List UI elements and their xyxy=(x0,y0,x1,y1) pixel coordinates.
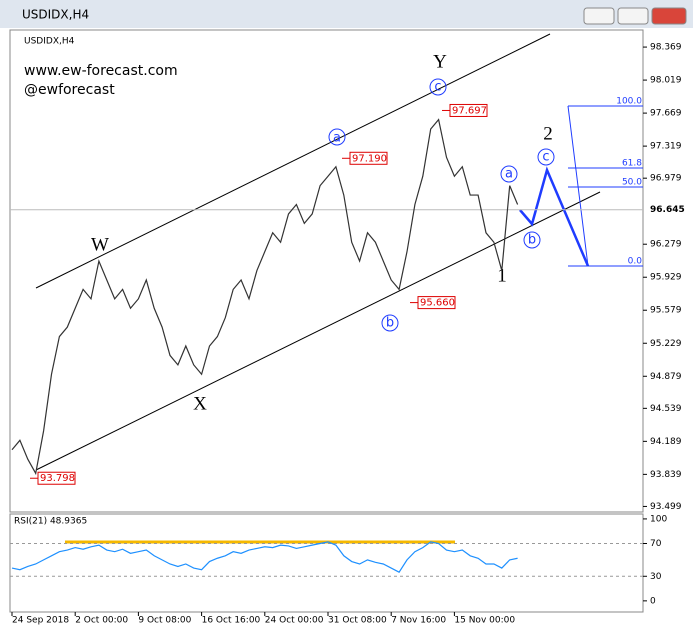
chart-title: USDIDX,H4 xyxy=(24,37,75,47)
y-tick-label: 100 xyxy=(650,514,667,524)
y-tick-label: 95.229 xyxy=(650,339,682,349)
y-tick-label: 30 xyxy=(650,572,662,582)
wave-label: W xyxy=(91,234,109,255)
x-tick-label: 16 Oct 16:00 xyxy=(202,616,261,626)
y-tick-label: 95.579 xyxy=(650,306,682,316)
y-tick-label: 94.539 xyxy=(650,404,682,414)
y-tick-label: 70 xyxy=(650,539,662,549)
x-tick-label: 9 Oct 08:00 xyxy=(138,616,191,626)
wave-circle xyxy=(500,165,518,183)
y-tick-label: 95.929 xyxy=(650,273,682,283)
y-tick-label: 94.879 xyxy=(650,372,682,382)
current-price-label: 96.645 xyxy=(650,205,685,215)
price-tag-box xyxy=(37,471,76,485)
price-tag-box xyxy=(449,103,488,117)
y-tick-label: 93.499 xyxy=(650,502,682,512)
price-line xyxy=(11,118,519,476)
circled-label: a xyxy=(505,167,513,182)
wave-label: Y xyxy=(433,51,447,72)
price-tag-box xyxy=(349,151,388,165)
price-tag: 97.697 xyxy=(452,105,487,116)
wave-circle xyxy=(523,231,541,249)
y-tick-label: 94.189 xyxy=(650,437,682,447)
fib-label: 61.8 xyxy=(622,159,642,169)
circled-label: a xyxy=(333,131,341,146)
annotation: @ewforecast xyxy=(24,82,115,98)
wave-circle xyxy=(537,148,555,166)
wave-circle xyxy=(429,78,447,96)
price-tag: 93.798 xyxy=(40,473,75,484)
y-tick-label: 96.279 xyxy=(650,240,682,250)
y-tick-label: 98.369 xyxy=(650,43,682,53)
circled-label: b xyxy=(386,316,394,331)
price-panel xyxy=(9,29,644,513)
price-tag: 97.190 xyxy=(352,153,387,164)
wave-label: 1 xyxy=(497,265,507,286)
fib-label: 100.0 xyxy=(616,97,642,107)
x-tick-label: 31 Oct 08:00 xyxy=(328,616,387,626)
y-tick-label: 93.839 xyxy=(650,470,682,480)
rsi-panel xyxy=(9,513,644,613)
x-tick-label: 24 Sep 2018 xyxy=(12,616,69,626)
y-tick-label: 97.669 xyxy=(650,109,682,119)
title-bar xyxy=(0,0,693,28)
x-tick-label: 7 Nov 16:00 xyxy=(391,616,446,626)
minimize-button[interactable] xyxy=(583,7,615,25)
channel-line xyxy=(35,191,601,471)
fib-label: 0.0 xyxy=(628,257,643,267)
wave-circle xyxy=(381,314,399,332)
x-tick-label: 2 Oct 00:00 xyxy=(75,616,128,626)
maximize-button[interactable] xyxy=(617,7,649,25)
x-tick-label: 24 Oct 00:00 xyxy=(265,616,324,626)
y-tick-label: 96.979 xyxy=(650,174,682,184)
current-price-box xyxy=(644,202,692,217)
circled-label: b xyxy=(528,233,536,248)
circled-label: c xyxy=(434,80,441,95)
projection xyxy=(519,166,590,267)
fib-trend xyxy=(567,105,589,267)
fib-label: 50.0 xyxy=(622,178,642,188)
close-button[interactable] xyxy=(651,7,687,25)
channel-line xyxy=(35,33,551,289)
y-tick-label: 97.319 xyxy=(650,142,682,152)
rsi-title: RSI(21) 48.9365 xyxy=(14,517,87,527)
window-title: USDIDX,H4 xyxy=(22,8,89,22)
wave-label: X xyxy=(193,393,207,414)
circled-label: c xyxy=(542,150,549,165)
y-tick-label: 98.019 xyxy=(650,76,682,86)
annotation: www.ew-forecast.com xyxy=(24,63,178,79)
rsi-line xyxy=(11,541,518,573)
x-tick-label: 15 Nov 00:00 xyxy=(454,616,515,626)
wave-label: 2 xyxy=(543,123,553,144)
wave-circle xyxy=(328,128,346,146)
price-tag: 95.660 xyxy=(420,298,455,309)
y-tick-label: 0 xyxy=(650,596,656,606)
price-tag-box xyxy=(417,296,456,310)
